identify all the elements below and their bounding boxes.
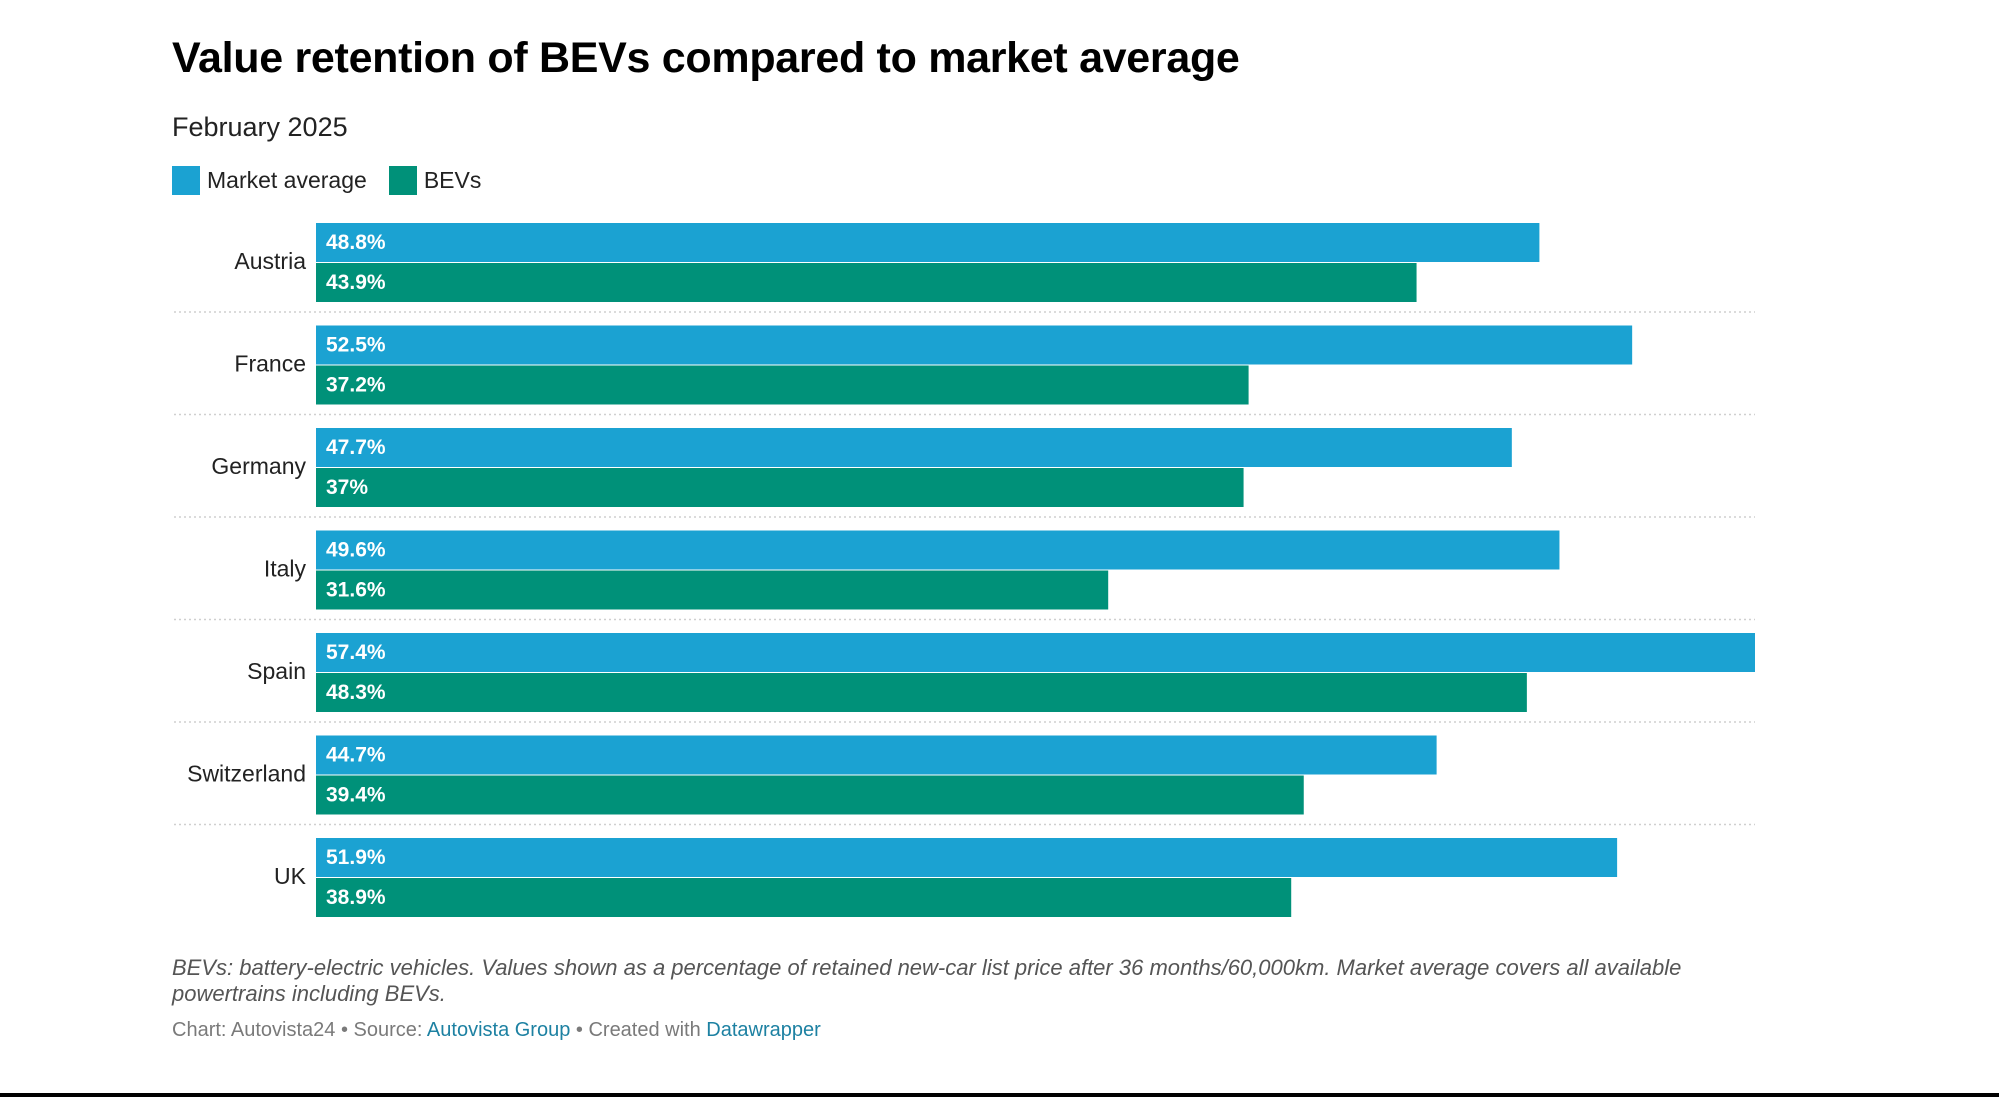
- credit-chart-prefix: Chart: Autovista24 • Source:: [172, 1019, 427, 1041]
- bar-switzerland-bevs[interactable]: [316, 775, 1304, 815]
- chart-title: Value retention of BEVs compared to mark…: [172, 34, 1240, 82]
- bar-spain-bevs[interactable]: [316, 673, 1527, 712]
- legend-item-market-average: Market average: [172, 166, 367, 195]
- bar-chart: Austria 48.8% 43.9% France 52.5% 37.2% Germany…: [174, 223, 1755, 917]
- data-label-france-market-average: 52.5%: [326, 334, 386, 357]
- data-label-france-bevs: 37.2%: [326, 374, 386, 397]
- data-label-italy-bevs: 31.6%: [326, 579, 386, 602]
- category-label-uk: UK: [274, 863, 307, 889]
- bar-switzerland-market-average[interactable]: [316, 735, 1437, 775]
- bar-spain-market-average[interactable]: [316, 633, 1755, 672]
- data-label-germany-market-average: 47.7%: [326, 436, 386, 459]
- data-label-spain-bevs: 48.3%: [326, 681, 386, 704]
- category-label-austria: Austria: [234, 248, 306, 274]
- legend-label-market-average: Market average: [207, 167, 367, 193]
- data-label-austria-market-average: 48.8%: [326, 231, 386, 254]
- legend-label-bevs: BEVs: [423, 167, 482, 193]
- bar-germany-bevs[interactable]: [316, 468, 1244, 507]
- data-label-uk-market-average: 51.9%: [326, 846, 386, 869]
- bar-france-bevs[interactable]: [316, 365, 1249, 405]
- bar-austria-bevs[interactable]: [316, 263, 1417, 302]
- bar-italy-market-average[interactable]: [316, 530, 1560, 570]
- chart-footnote: BEVs: battery-electric vehicles. Values …: [172, 955, 1682, 1006]
- source-link[interactable]: Autovista Group: [426, 1019, 571, 1041]
- bar-italy-bevs[interactable]: [316, 570, 1109, 610]
- data-label-italy-market-average: 49.6%: [326, 539, 386, 562]
- category-label-france: France: [234, 351, 306, 377]
- data-label-uk-bevs: 38.9%: [326, 886, 386, 909]
- credit-created-prefix: • Created with: [570, 1019, 707, 1041]
- bar-austria-market-average[interactable]: [316, 223, 1540, 262]
- bar-uk-bevs[interactable]: [316, 878, 1292, 917]
- category-label-italy: Italy: [264, 556, 307, 582]
- data-label-switzerland-market-average: 44.7%: [326, 744, 386, 767]
- datawrapper-link[interactable]: Datawrapper: [706, 1019, 821, 1041]
- legend-item-bevs: BEVs: [388, 166, 482, 195]
- legend-swatch-market-average: [172, 166, 200, 195]
- bar-france-market-average[interactable]: [316, 325, 1633, 365]
- category-label-germany: Germany: [211, 453, 306, 479]
- bar-uk-market-average[interactable]: [316, 838, 1618, 877]
- bar-germany-market-average[interactable]: [316, 428, 1512, 467]
- legend-swatch-bevs: [388, 166, 417, 195]
- data-label-austria-bevs: 43.9%: [326, 271, 386, 294]
- data-label-germany-bevs: 37%: [326, 476, 368, 499]
- chart-credit: Chart: Autovista24 • Source: Autovista G…: [172, 1019, 821, 1042]
- chart-subtitle: February 2025: [172, 112, 348, 142]
- chart-legend: Market average BEVs: [172, 166, 481, 195]
- category-label-switzerland: Switzerland: [187, 761, 306, 787]
- data-label-switzerland-bevs: 39.4%: [326, 784, 386, 807]
- category-label-spain: Spain: [247, 658, 306, 684]
- data-label-spain-market-average: 57.4%: [326, 641, 386, 664]
- bottom-rule: [0, 1093, 1999, 1097]
